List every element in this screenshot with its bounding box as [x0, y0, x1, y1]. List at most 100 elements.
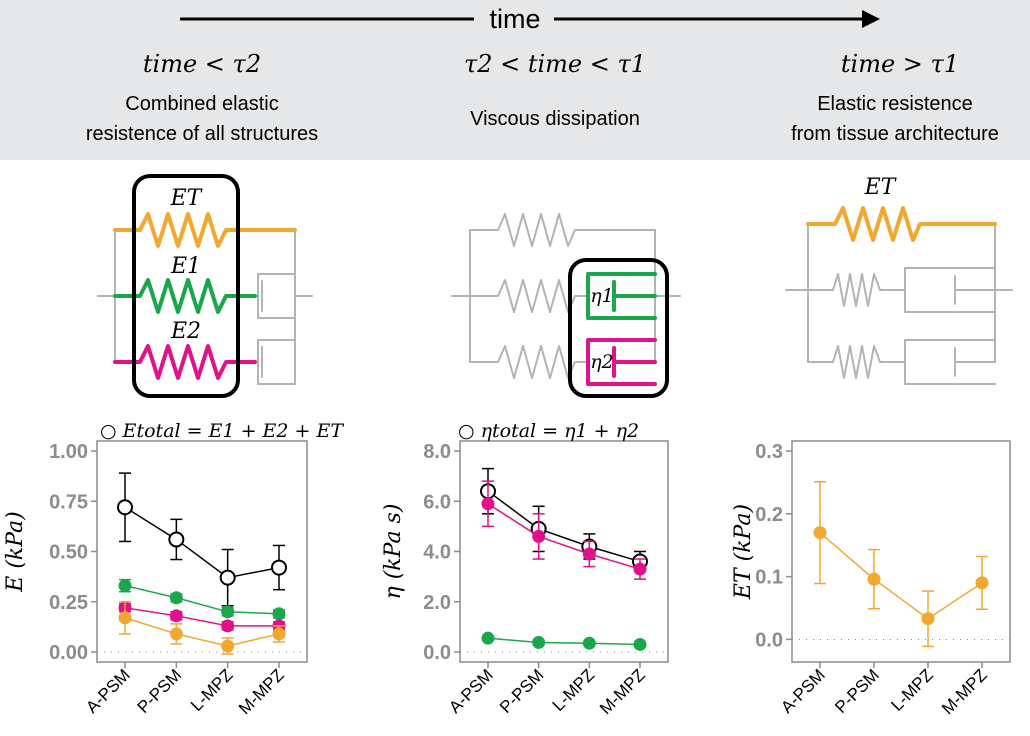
- phase-2-desc-line1: Viscous dissipation: [470, 108, 640, 130]
- label-ET-diagram-3: ET: [864, 175, 898, 200]
- x-tick-label: L-MPZ: [187, 665, 236, 714]
- y-tick-label: 2.0: [423, 592, 451, 614]
- diagram-3-spring-dashpot-model: [785, 206, 1013, 385]
- x-tick-label: P-PSM: [831, 665, 883, 717]
- data-point: [221, 639, 235, 653]
- data-point: [532, 529, 546, 543]
- y-tick-label: 0.3: [755, 441, 783, 463]
- x-tick-label: M-MPZ: [596, 665, 649, 718]
- y-tick-label: 0.00: [49, 642, 88, 664]
- series-line: [487, 490, 641, 563]
- y-tick-label: 0.75: [49, 491, 88, 513]
- y-tick-label: 0.0: [423, 642, 451, 664]
- data-point: [272, 627, 286, 641]
- y-tick-label: 6.0: [423, 491, 451, 513]
- y-tick-label: 1.00: [49, 441, 88, 463]
- x-tick-label: M-MPZ: [235, 665, 288, 718]
- data-point: [532, 635, 546, 649]
- y-tick-label: 4.0: [423, 542, 451, 564]
- x-tick-label: A-PSM: [777, 665, 829, 717]
- series-line: [124, 617, 280, 647]
- data-point: [633, 637, 647, 651]
- phase-2-condition: τ2 < time < τ1: [464, 50, 646, 78]
- x-tick-label: M-MPZ: [938, 665, 991, 718]
- chart-ET: 0.3 0.2 0.1 0.0 A-PSM P-PSM L-MPZ M-MPZ ET (kPa): [731, 440, 1011, 718]
- label-eta2-diagram-2: η2: [590, 351, 613, 373]
- data-point: [921, 612, 935, 626]
- label-eta1-diagram-2: η1: [590, 285, 613, 307]
- data-point: [271, 559, 287, 576]
- series-line: [124, 584, 280, 615]
- series-ET: [118, 601, 286, 655]
- series-Etotal: [117, 472, 287, 607]
- y-axis-label: E (kPa): [3, 511, 28, 592]
- y-tick-label: 0.0: [755, 629, 783, 651]
- data-point: [867, 572, 881, 586]
- label-E2-diagram-1: E2: [170, 319, 201, 344]
- phase-3-desc-line1: Elastic resistence: [817, 93, 973, 115]
- series-line: [124, 506, 280, 579]
- series-line: [487, 503, 641, 570]
- phase-1-condition: time < τ2: [143, 50, 261, 78]
- data-point: [221, 619, 235, 633]
- legend: ○ Etotal = E1 + E2 + ET: [100, 420, 344, 442]
- y-tick-label: 0.1: [755, 567, 783, 589]
- series-line: [819, 532, 983, 620]
- series-line: [487, 637, 641, 646]
- y-tick-label: 0.2: [755, 504, 783, 526]
- chart-elastic-moduli: 1.00 0.75 0.50 0.25 0.00A-PSM P-PSM L-MPZM-MPZ…: [3, 420, 344, 718]
- phase-1-desc-line2: resistence of all structures: [86, 123, 318, 145]
- highlight-box-dashpots: [568, 258, 669, 398]
- data-point: [219, 569, 236, 586]
- data-point: [169, 627, 183, 641]
- series-E2: [118, 601, 286, 633]
- data-point: [169, 609, 183, 623]
- legend: ○ ηtotal = η1 + η2: [458, 420, 639, 442]
- data-point: [582, 636, 596, 650]
- data-point: [169, 591, 183, 605]
- phase-1-desc-line1: Combined elastic: [125, 93, 278, 115]
- y-axis-label: η (kPa s): [381, 504, 406, 600]
- x-tick-label: P-PSM: [134, 665, 186, 717]
- highlight-box-springs: [132, 174, 240, 398]
- data-point: [118, 611, 132, 625]
- x-tick-label: L-MPZ: [549, 665, 598, 714]
- data-point: [272, 607, 286, 621]
- timeline-arrow: time: [180, 4, 880, 34]
- y-tick-label: 0.50: [49, 542, 88, 564]
- data-point: [117, 499, 133, 516]
- y-tick-label: 0.25: [49, 592, 88, 614]
- data-point: [582, 547, 596, 561]
- series-E1: [118, 578, 286, 621]
- data-point: [118, 579, 132, 593]
- series-ηtotal: [480, 467, 648, 573]
- series-line: [124, 607, 279, 627]
- data-point: [168, 531, 185, 548]
- series-ET: [813, 481, 989, 648]
- series-η1: [481, 631, 647, 651]
- data-point: [481, 631, 495, 645]
- diagram-2-spring-dashpot-model: [451, 213, 681, 398]
- plot-frame: [791, 440, 1011, 663]
- arrow-head-icon: [862, 10, 880, 28]
- data-point: [813, 526, 827, 540]
- data-point: [481, 497, 495, 511]
- label-E1-diagram-1: E1: [170, 254, 201, 279]
- y-axis-label: ET (kPa): [731, 504, 756, 600]
- x-tick-label: L-MPZ: [887, 665, 936, 714]
- data-point: [221, 605, 235, 619]
- data-point: [633, 562, 647, 576]
- data-point: [975, 576, 989, 590]
- phase-3-desc-line2: from tissue architecture: [791, 123, 999, 145]
- x-tick-label: P-PSM: [496, 665, 548, 717]
- timeline-label: time: [489, 4, 540, 34]
- x-tick-label: A-PSM: [445, 665, 497, 717]
- phase-3-condition: time > τ1: [841, 50, 959, 78]
- header-band: [0, 0, 1030, 160]
- series-η2: [481, 480, 647, 580]
- diagram-1-spring-dashpot-model: [97, 174, 313, 398]
- x-tick-label: A-PSM: [82, 665, 134, 717]
- y-tick-label: 8.0: [423, 441, 451, 463]
